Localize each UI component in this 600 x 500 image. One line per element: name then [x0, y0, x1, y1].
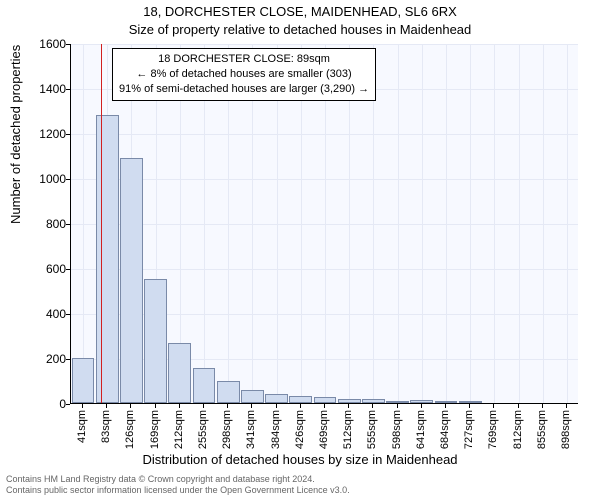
x-tick-label: 512sqm	[342, 410, 354, 449]
x-tick-label: 341sqm	[245, 410, 257, 449]
chart-title-line2: Size of property relative to detached ho…	[0, 22, 600, 37]
x-tick-mark	[324, 404, 325, 408]
v-gridline	[446, 44, 447, 403]
info-annotation-box: 18 DORCHESTER CLOSE: 89sqm ← 8% of detac…	[112, 48, 376, 101]
x-tick-label: 898sqm	[560, 410, 572, 449]
v-gridline	[519, 44, 520, 403]
footer-line-1: Contains HM Land Registry data © Crown c…	[6, 474, 350, 485]
v-gridline	[83, 44, 84, 403]
x-tick-label: 727sqm	[463, 410, 475, 449]
x-tick-mark	[421, 404, 422, 408]
x-tick-mark	[227, 404, 228, 408]
x-tick-label: 469sqm	[318, 410, 330, 449]
footer-attribution: Contains HM Land Registry data © Crown c…	[6, 474, 350, 496]
x-tick-label: 255sqm	[197, 410, 209, 449]
y-tick-label: 1600	[26, 37, 66, 51]
info-line-2: ← 8% of detached houses are smaller (303…	[119, 67, 369, 82]
x-tick-mark	[518, 404, 519, 408]
chart-container: 18, DORCHESTER CLOSE, MAIDENHEAD, SL6 6R…	[0, 0, 600, 500]
y-tick-mark	[66, 314, 70, 315]
x-tick-mark	[469, 404, 470, 408]
histogram-bar	[386, 401, 409, 403]
histogram-bar	[144, 279, 167, 403]
x-tick-mark	[155, 404, 156, 408]
y-tick-label: 1000	[26, 172, 66, 186]
x-tick-mark	[82, 404, 83, 408]
histogram-bar	[193, 368, 216, 403]
y-tick-mark	[66, 404, 70, 405]
reference-line	[101, 44, 102, 403]
x-tick-label: 41sqm	[76, 410, 88, 443]
y-tick-mark	[66, 44, 70, 45]
histogram-bar	[120, 158, 143, 403]
y-tick-mark	[66, 179, 70, 180]
x-tick-label: 83sqm	[100, 410, 112, 443]
y-tick-label: 400	[26, 307, 66, 321]
x-tick-mark	[397, 404, 398, 408]
x-tick-label: 169sqm	[149, 410, 161, 449]
histogram-bar	[338, 399, 361, 404]
y-tick-mark	[66, 134, 70, 135]
x-tick-label: 641sqm	[415, 410, 427, 449]
x-tick-mark	[300, 404, 301, 408]
histogram-bar	[314, 397, 337, 403]
y-tick-label: 0	[26, 397, 66, 411]
histogram-bar	[435, 401, 458, 403]
footer-line-2: Contains public sector information licen…	[6, 485, 350, 496]
y-tick-mark	[66, 359, 70, 360]
x-tick-label: 426sqm	[294, 410, 306, 449]
x-tick-mark	[372, 404, 373, 408]
x-tick-label: 812sqm	[512, 410, 524, 449]
histogram-bar	[217, 381, 240, 404]
v-gridline	[494, 44, 495, 403]
v-gridline	[470, 44, 471, 403]
x-tick-mark	[566, 404, 567, 408]
x-axis-title: Distribution of detached houses by size …	[0, 452, 600, 467]
x-tick-label: 855sqm	[536, 410, 548, 449]
histogram-bar	[289, 396, 312, 403]
x-tick-label: 684sqm	[439, 410, 451, 449]
histogram-bar	[241, 390, 264, 404]
histogram-bar	[265, 394, 288, 403]
x-tick-mark	[542, 404, 543, 408]
x-tick-label: 126sqm	[124, 410, 136, 449]
v-gridline	[567, 44, 568, 403]
x-tick-label: 298sqm	[221, 410, 233, 449]
y-tick-mark	[66, 224, 70, 225]
v-gridline	[422, 44, 423, 403]
y-tick-label: 600	[26, 262, 66, 276]
y-tick-label: 1200	[26, 127, 66, 141]
x-tick-label: 769sqm	[487, 410, 499, 449]
x-tick-mark	[106, 404, 107, 408]
x-tick-mark	[276, 404, 277, 408]
v-gridline	[543, 44, 544, 403]
y-tick-label: 1400	[26, 82, 66, 96]
y-tick-mark	[66, 89, 70, 90]
histogram-bar	[362, 399, 385, 404]
x-tick-label: 384sqm	[270, 410, 282, 449]
y-axis-title: Number of detached properties	[8, 45, 23, 224]
histogram-bar	[72, 358, 95, 403]
x-tick-mark	[179, 404, 180, 408]
v-gridline	[398, 44, 399, 403]
x-tick-label: 598sqm	[391, 410, 403, 449]
x-tick-mark	[348, 404, 349, 408]
y-tick-mark	[66, 269, 70, 270]
histogram-bar	[459, 401, 482, 403]
info-line-3: 91% of semi-detached houses are larger (…	[119, 82, 369, 97]
x-tick-mark	[130, 404, 131, 408]
x-tick-label: 212sqm	[173, 410, 185, 449]
x-tick-mark	[203, 404, 204, 408]
info-line-1: 18 DORCHESTER CLOSE: 89sqm	[119, 52, 369, 67]
y-tick-label: 800	[26, 217, 66, 231]
x-tick-mark	[445, 404, 446, 408]
histogram-bar	[96, 115, 119, 403]
x-tick-label: 555sqm	[366, 410, 378, 449]
histogram-bar	[168, 343, 191, 403]
x-tick-mark	[251, 404, 252, 408]
histogram-bar	[410, 400, 433, 403]
x-tick-mark	[493, 404, 494, 408]
chart-title-line1: 18, DORCHESTER CLOSE, MAIDENHEAD, SL6 6R…	[0, 4, 600, 19]
y-tick-label: 200	[26, 352, 66, 366]
